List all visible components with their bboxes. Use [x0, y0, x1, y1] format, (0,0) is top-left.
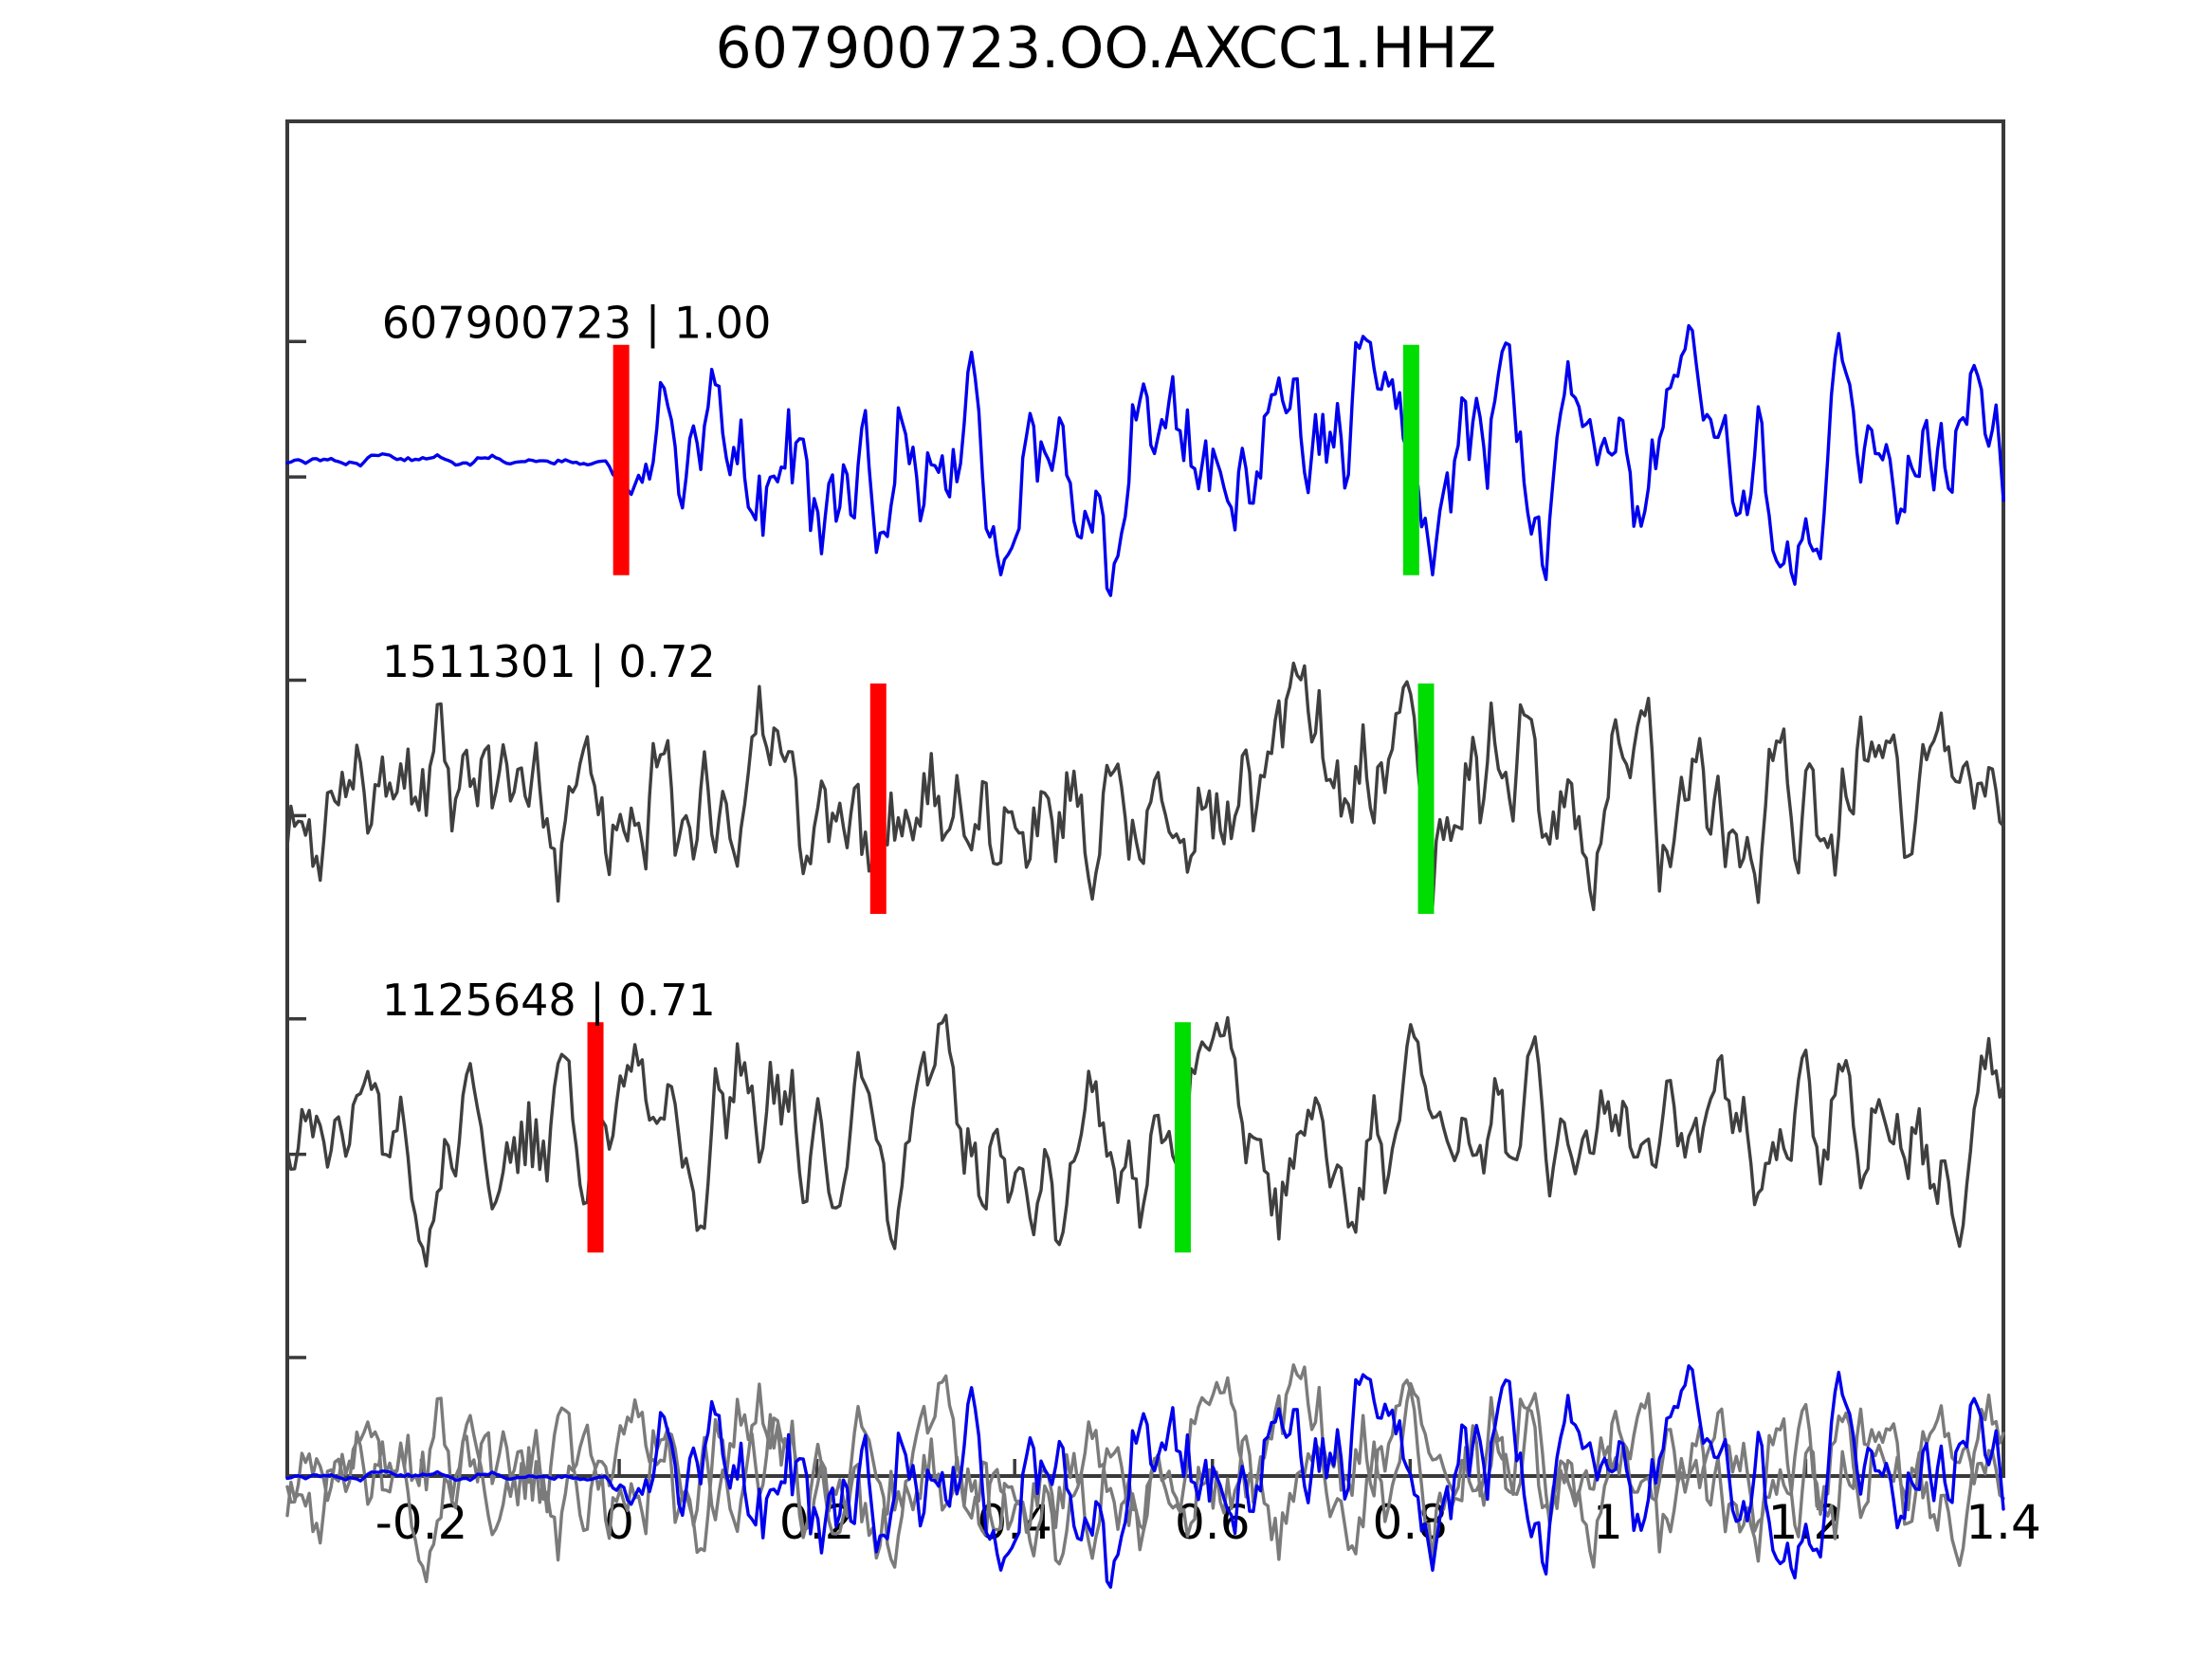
overlay-waveform-1125648 — [285, 1374, 2005, 1584]
trace-group-607900723: 607900723 | 1.00 — [285, 298, 2005, 597]
waveform-line-1125648 — [285, 1013, 2005, 1268]
waveform-line-607900723 — [285, 323, 2005, 597]
trace-group-1125648: 1125648 | 0.71 — [285, 975, 2005, 1268]
overlay-waveform-607900723 — [285, 1364, 2005, 1589]
page-title: 607900723.OO.AXCC1.HHZ — [715, 15, 1497, 82]
x-tick-label: 1.2 — [1768, 1495, 1844, 1550]
trace-label-607900723: 607900723 | 1.00 — [382, 298, 772, 350]
trace-label-1125648: 1125648 | 0.71 — [382, 975, 716, 1027]
trace-group-overlay-stack — [285, 1363, 2005, 1589]
axes-frame — [285, 119, 2005, 1478]
waveform-line-1511301 — [285, 661, 2005, 912]
trace-group-1511301: 1511301 | 0.72 — [285, 636, 2005, 914]
trace-label-1511301: 1511301 | 0.72 — [382, 636, 716, 688]
